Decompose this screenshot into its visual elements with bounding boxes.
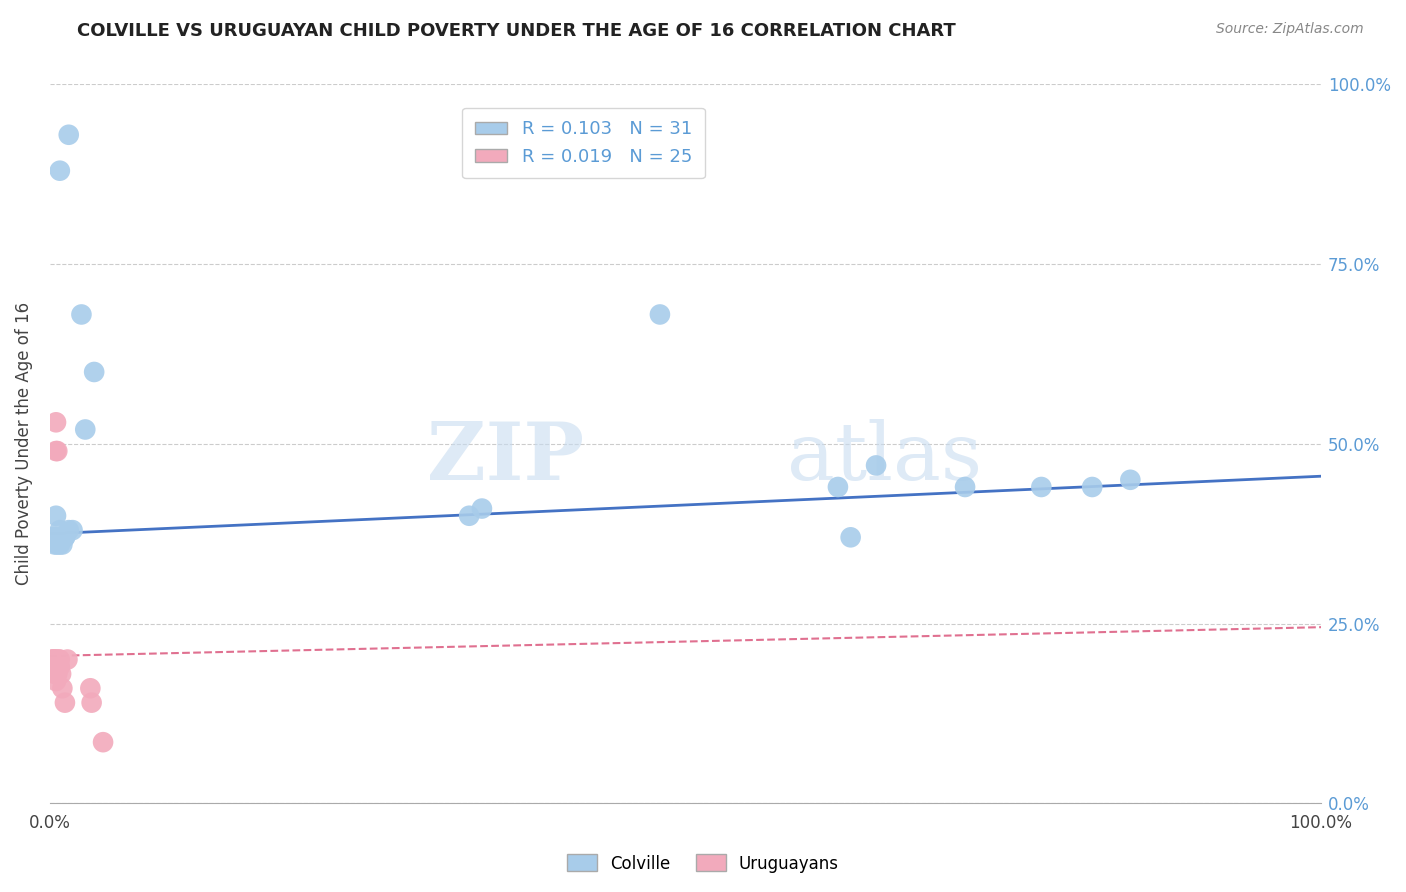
- Point: [44, 537, 66, 551]
- Point: [62, 523, 84, 537]
- Point: [49, 530, 72, 544]
- Point: [58, 523, 80, 537]
- Point: [75, 422, 97, 436]
- Point: [827, 480, 849, 494]
- Point: [56, 652, 79, 666]
- Point: [49, 666, 72, 681]
- Point: [53, 530, 76, 544]
- Point: [1031, 480, 1053, 494]
- Point: [45, 530, 67, 544]
- Point: [53, 530, 76, 544]
- Point: [46, 444, 69, 458]
- Point: [51, 530, 73, 544]
- Point: [1119, 473, 1142, 487]
- Legend: R = 0.103   N = 31, R = 0.019   N = 25: R = 0.103 N = 31, R = 0.019 N = 25: [463, 108, 704, 178]
- Point: [45, 652, 67, 666]
- Point: [42, 659, 65, 673]
- Point: [865, 458, 887, 473]
- Point: [48, 652, 70, 666]
- Point: [91, 735, 114, 749]
- Point: [42, 652, 65, 666]
- Point: [46, 666, 69, 681]
- Point: [46, 659, 69, 673]
- Point: [46, 537, 69, 551]
- Text: Source: ZipAtlas.com: Source: ZipAtlas.com: [1216, 22, 1364, 37]
- Point: [79, 681, 101, 696]
- Point: [41, 652, 63, 666]
- Point: [58, 128, 80, 142]
- Point: [471, 501, 494, 516]
- Point: [49, 652, 72, 666]
- Point: [44, 652, 66, 666]
- Point: [51, 537, 73, 551]
- Y-axis label: Child Poverty Under the Age of 16: Child Poverty Under the Age of 16: [15, 302, 32, 585]
- Point: [49, 523, 72, 537]
- Point: [49, 537, 72, 551]
- Point: [41, 530, 63, 544]
- Point: [48, 659, 70, 673]
- Point: [42, 652, 65, 666]
- Point: [45, 674, 67, 689]
- Point: [48, 530, 70, 544]
- Point: [953, 480, 976, 494]
- Point: [49, 659, 72, 673]
- Point: [45, 415, 67, 429]
- Point: [83, 365, 105, 379]
- Point: [49, 163, 72, 178]
- Legend: Colville, Uruguayans: Colville, Uruguayans: [561, 847, 845, 880]
- Point: [80, 696, 103, 710]
- Point: [46, 530, 69, 544]
- Point: [70, 308, 93, 322]
- Point: [839, 530, 862, 544]
- Text: COLVILLE VS URUGUAYAN CHILD POVERTY UNDER THE AGE OF 16 CORRELATION CHART: COLVILLE VS URUGUAYAN CHILD POVERTY UNDE…: [77, 22, 956, 40]
- Point: [44, 659, 66, 673]
- Point: [45, 444, 67, 458]
- Text: ZIP: ZIP: [426, 419, 583, 497]
- Point: [648, 308, 671, 322]
- Point: [1081, 480, 1104, 494]
- Point: [45, 508, 67, 523]
- Text: atlas: atlas: [787, 419, 983, 497]
- Point: [458, 508, 481, 523]
- Point: [51, 681, 73, 696]
- Point: [53, 696, 76, 710]
- Point: [44, 666, 66, 681]
